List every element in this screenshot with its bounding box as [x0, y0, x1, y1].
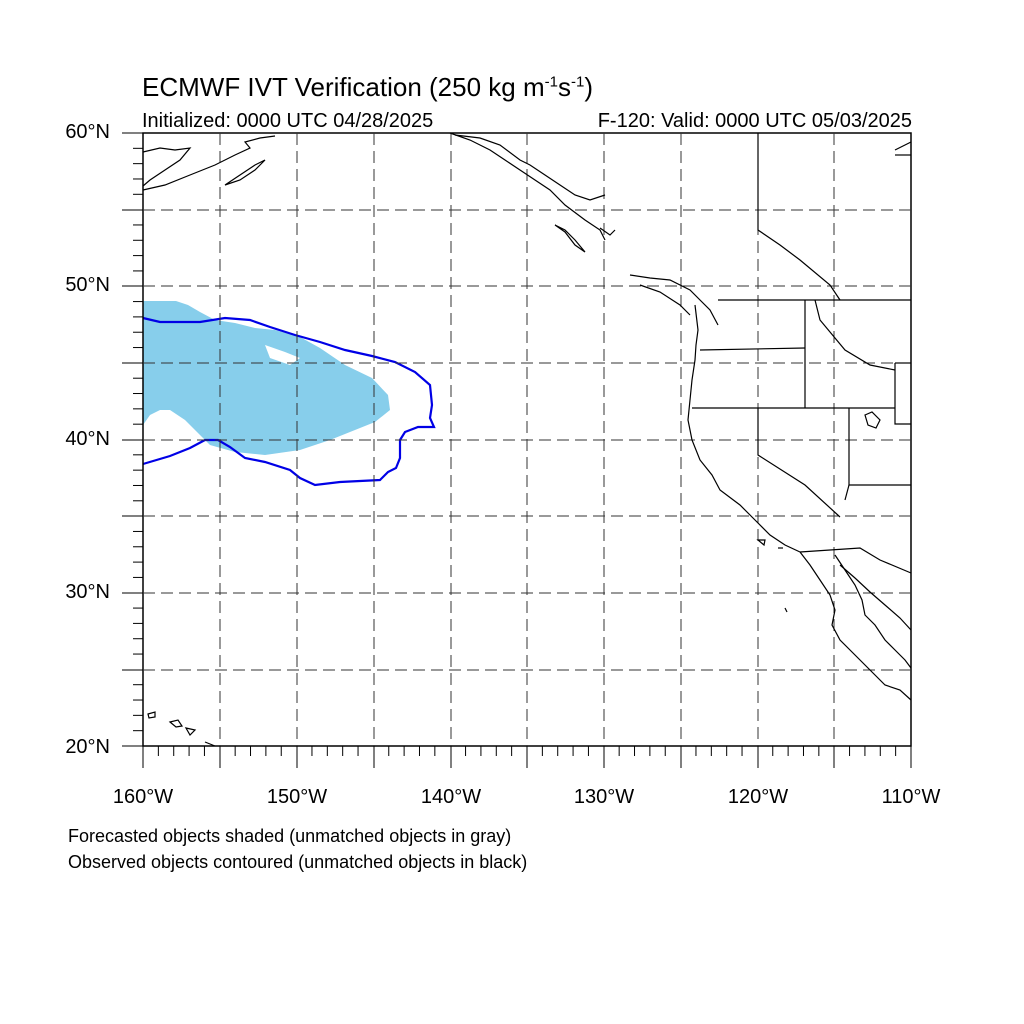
- gridlines: [143, 133, 911, 746]
- lon-label-130w: 130°W: [573, 786, 635, 808]
- lon-label-150w: 150°W: [266, 786, 328, 808]
- lon-label-140w: 140°W: [420, 786, 482, 808]
- lat-label-40: 40°N: [65, 428, 110, 450]
- valid-time: F-120: Valid: 0000 UTC 05/03/2025: [597, 110, 912, 132]
- minor-tick-marks: [133, 147, 897, 756]
- lat-label-20: 20°N: [65, 736, 110, 758]
- lon-label-110w: 110°W: [881, 786, 941, 808]
- initialized-time: Initialized: 0000 UTC 04/28/2025: [142, 110, 434, 132]
- coastlines: [142, 132, 912, 747]
- lon-label-160w: 160°W: [112, 786, 174, 808]
- observed-object-contour: [142, 316, 436, 487]
- lon-label-120w: 120°W: [727, 786, 789, 808]
- forecast-object-shaded: [143, 301, 390, 455]
- lat-label-60: 60°N: [65, 121, 110, 143]
- legend-observed-note: Observed objects contoured (unmatched ob…: [68, 852, 528, 872]
- lat-label-50: 50°N: [65, 274, 110, 296]
- map-title: ECMWF IVT Verification (250 kg m-1s-1): [142, 72, 593, 102]
- legend-forecast-note: Forecasted objects shaded (unmatched obj…: [68, 826, 512, 846]
- tick-marks: [122, 132, 912, 768]
- forecast-object-gap: [265, 345, 300, 365]
- lat-label-30: 30°N: [65, 581, 110, 603]
